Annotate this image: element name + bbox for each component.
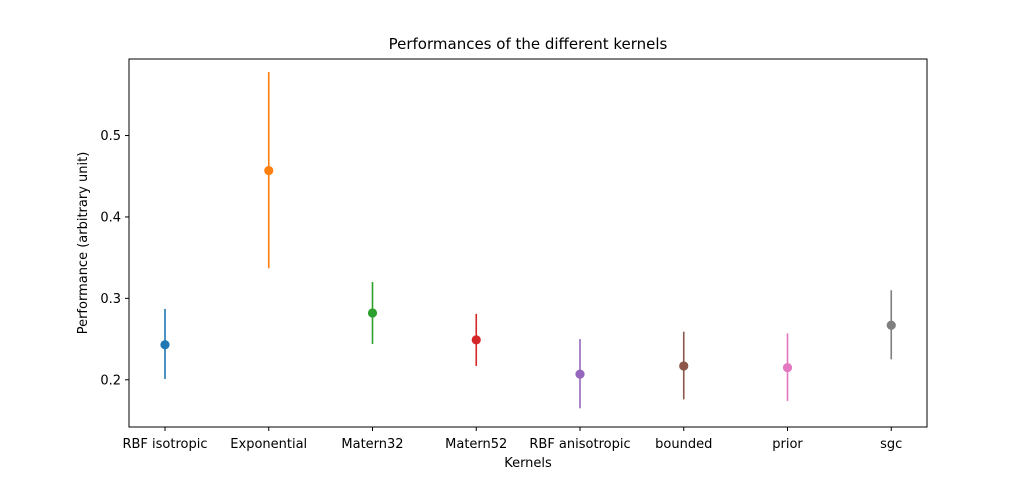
data-point (886, 320, 896, 330)
x-tick-label: Matern52 (445, 437, 507, 452)
x-tick-label: Exponential (230, 437, 307, 452)
y-axis-label: Performance (arbitrary unit) (76, 152, 91, 335)
chart-marks (160, 72, 896, 409)
y-tick-label: 0.3 (100, 292, 121, 307)
x-tick-label: RBF isotropic (122, 437, 207, 452)
x-tick-label: Matern32 (341, 437, 403, 452)
data-point (264, 165, 274, 176)
data-point (367, 308, 378, 318)
x-tick-label: RBF anisotropic (529, 437, 630, 452)
data-point (160, 340, 170, 350)
data-point (471, 335, 481, 345)
data-point (575, 369, 585, 379)
x-tick-label: bounded (655, 437, 712, 452)
x-tick-label: prior (772, 437, 803, 452)
plot-frame (128, 58, 928, 428)
y-tick-label: 0.4 (100, 210, 121, 225)
y-tick-label: 0.5 (100, 129, 121, 144)
y-tick-label: 0.2 (100, 373, 121, 388)
chart-title: Performances of the different kernels (389, 35, 668, 53)
x-axis-label: Kernels (504, 456, 552, 471)
x-tick-label: sgc (880, 437, 902, 452)
x-axis: RBF isotropic Exponential Matern32 Matern52… (122, 427, 902, 452)
data-point (782, 362, 793, 373)
y-axis: 0.2 0.3 0.4 0.5 (100, 129, 129, 388)
data-point (679, 361, 689, 371)
